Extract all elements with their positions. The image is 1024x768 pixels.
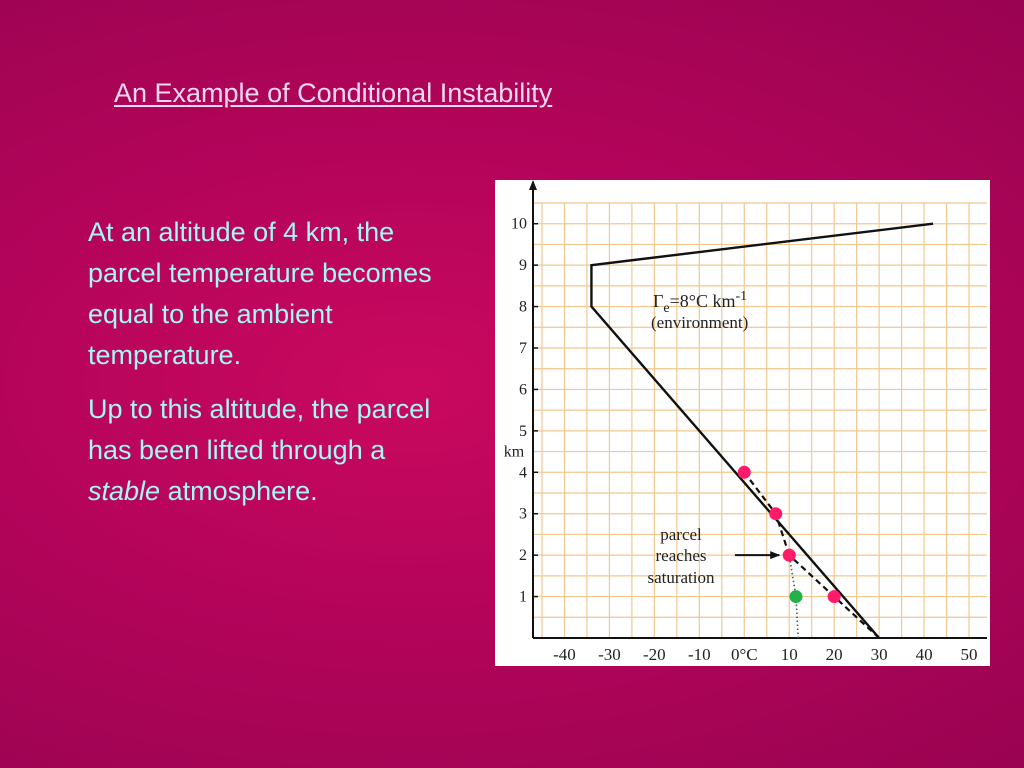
- parcel-markers: [737, 465, 841, 604]
- y-tick-label: 6: [519, 381, 527, 398]
- parcel-point-marker: [769, 507, 783, 521]
- x-tick-label: -30: [598, 645, 621, 664]
- y-tick-label: 8: [519, 299, 527, 316]
- x-tick-label: 0°C: [731, 645, 758, 664]
- paragraph-stable-tail: atmosphere.: [160, 476, 318, 506]
- annotation-text-line: reaches: [656, 546, 707, 565]
- x-tick-label: -20: [643, 645, 666, 664]
- x-tick-label: 20: [826, 645, 843, 664]
- parcel-point-marker: [827, 590, 841, 604]
- slide-title: An Example of Conditional Instability: [114, 78, 553, 108]
- chart-svg: -40 -30 -20 -10 0°C 10 20 30 40 50 1 2 3 4 5 6 7 8 9 10 km Γ…: [504, 180, 987, 664]
- x-tick-label: 40: [916, 645, 933, 664]
- y-tick-label: 4: [519, 464, 527, 481]
- tick-labels: -40 -30 -20 -10 0°C 10 20 30 40 50 1 2 3 4 5 6 7 8 9 10 km: [504, 216, 978, 664]
- x-tick-label: 50: [961, 645, 978, 664]
- annotation-text-line: saturation: [647, 568, 715, 587]
- paragraph-stable: Up to this altitude, the parcel has been…: [88, 389, 458, 512]
- saturation-point-marker: [789, 590, 803, 604]
- parcel-point-marker: [782, 548, 796, 562]
- x-tick-label: 10: [781, 645, 798, 664]
- parcel-point-marker: [737, 465, 751, 479]
- grid: [533, 202, 987, 638]
- annotation-text-line: parcel: [660, 525, 702, 544]
- paragraph-altitude: At an altitude of 4 km, the parcel tempe…: [88, 217, 432, 370]
- y-tick-label: 7: [519, 340, 527, 357]
- y-axis-arrowhead: [529, 180, 537, 190]
- y-tick-label: 1: [519, 589, 527, 606]
- environment-profile-line: [590, 222, 934, 639]
- x-tick-label: -40: [553, 645, 576, 664]
- chart-labels: Γe=8°C km-1(environment) parcel reaches sat…: [647, 289, 781, 587]
- sounding-chart: -40 -30 -20 -10 0°C 10 20 30 40 50 1 2 3 4 5 6 7 8 9 10 km Γ…: [495, 180, 990, 666]
- x-tick-label: -10: [688, 645, 711, 664]
- environment-label: (environment): [651, 313, 748, 332]
- y-tick-label: 3: [519, 506, 527, 523]
- axes: [529, 180, 987, 639]
- y-tick-label: 5: [519, 423, 527, 440]
- x-tick-label: 30: [871, 645, 888, 664]
- body-text: At an altitude of 4 km, the parcel tempe…: [88, 212, 458, 525]
- paragraph-stable-lead: Up to this altitude, the parcel has been…: [88, 394, 431, 465]
- stable-emphasis: stable: [88, 476, 161, 506]
- y-tick-label: 10: [511, 216, 527, 233]
- y-tick-label: 2: [519, 547, 527, 564]
- y-tick-label: 9: [519, 257, 527, 274]
- environment-lapse-rate-label: Γe=8°C km-1: [653, 289, 747, 316]
- y-axis-label: km: [504, 444, 525, 461]
